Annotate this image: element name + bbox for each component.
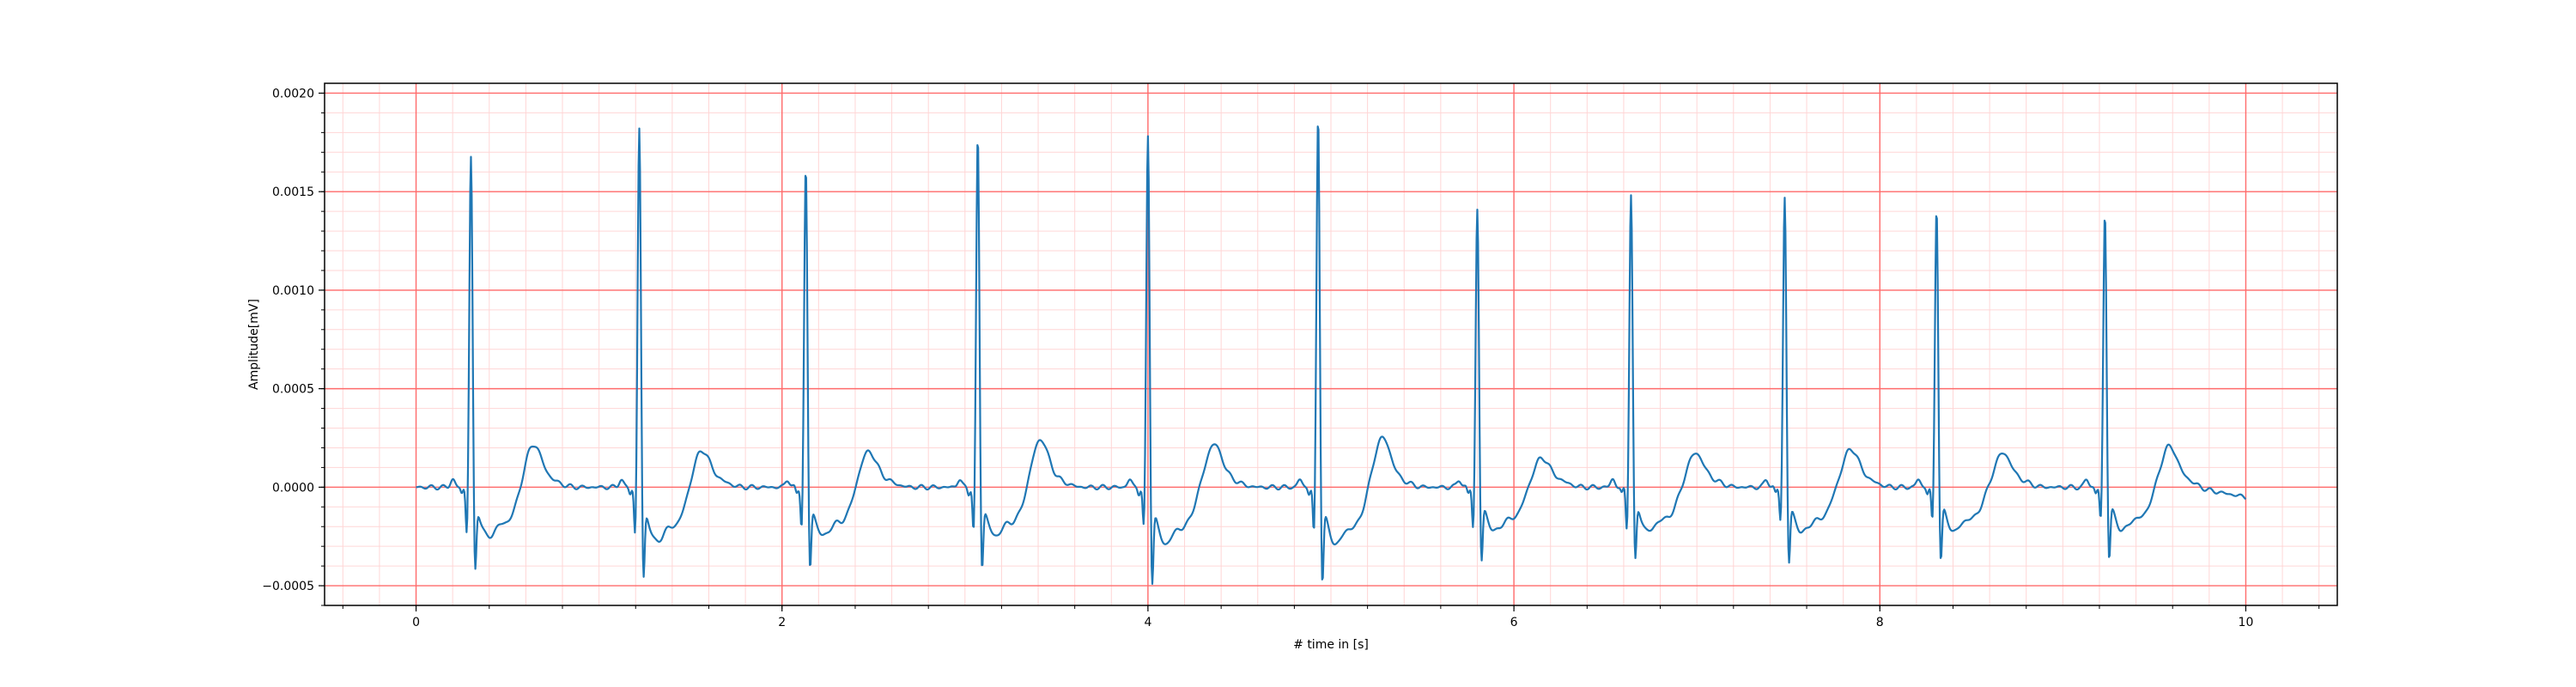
ecg-signal-line bbox=[416, 125, 2247, 586]
y-tick-label: 0.0000 bbox=[272, 481, 314, 495]
y-tick-label: 0.0005 bbox=[272, 383, 314, 397]
y-tick-label: 0.0010 bbox=[272, 284, 314, 298]
x-tick-label: 6 bbox=[1510, 616, 1518, 629]
x-tick-label: 8 bbox=[1876, 616, 1884, 629]
y-axis-ticks: −0.0005 0.0000 0.0005 0.0010 0.0015 0.0020 bbox=[262, 87, 325, 606]
x-tick-label: 4 bbox=[1144, 616, 1151, 629]
x-tick-label: 10 bbox=[2239, 616, 2254, 629]
x-tick-label: 2 bbox=[778, 616, 786, 629]
x-tick-label: 0 bbox=[412, 616, 420, 629]
plot-area bbox=[416, 125, 2247, 586]
y-tick-label: −0.0005 bbox=[262, 580, 314, 593]
axes-frame bbox=[324, 82, 2338, 606]
y-tick-label: 0.0020 bbox=[272, 87, 314, 100]
x-axis-label: # time in [s] bbox=[1293, 638, 1369, 652]
x-axis-ticks: 0 2 4 6 8 10 bbox=[342, 605, 2320, 629]
y-axis-label: Amplitude[mV] bbox=[247, 299, 261, 390]
y-tick-label: 0.0015 bbox=[272, 185, 314, 199]
